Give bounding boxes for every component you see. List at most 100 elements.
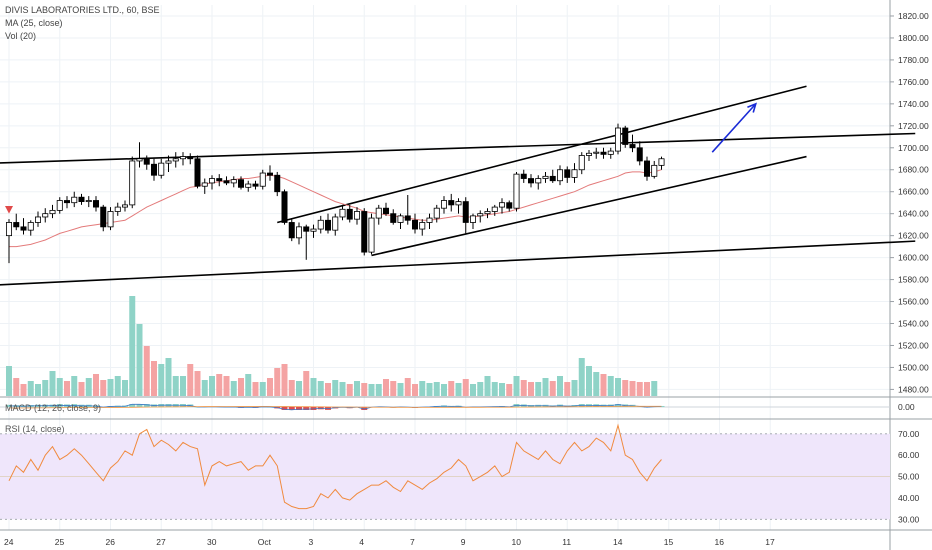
rsi-tick-label: 50.00	[898, 472, 920, 482]
volume-bar	[158, 364, 165, 396]
price-tick-label: 1560.00	[898, 297, 929, 307]
price-tick-label: 1700.00	[898, 143, 929, 153]
candle-body	[607, 150, 614, 155]
candle-body	[129, 160, 136, 206]
candle-body	[571, 169, 578, 178]
price-tick-label: 1680.00	[898, 165, 929, 175]
volume-bar	[622, 380, 629, 396]
volume-bar	[201, 380, 208, 396]
candle-body	[208, 178, 215, 184]
volume-bar	[238, 378, 244, 396]
candle-body	[520, 173, 527, 179]
volume-bar	[187, 364, 194, 396]
volume-bar	[528, 382, 534, 396]
volume-bar	[383, 379, 389, 396]
candle-body	[535, 178, 542, 184]
macd-histogram-bar	[296, 407, 302, 410]
volume-bar	[64, 381, 70, 396]
candle-body	[13, 222, 20, 228]
volume-bar	[477, 382, 484, 396]
candle-body	[49, 209, 56, 215]
candle-body	[506, 202, 513, 209]
price-tick-label: 1780.00	[898, 55, 929, 65]
volume-bar	[259, 382, 266, 396]
vol-legend: Vol (20)	[5, 31, 37, 41]
candle-body	[498, 202, 505, 208]
volume-bar	[346, 384, 353, 396]
candle-body	[484, 211, 491, 215]
time-tick-label: 7	[410, 537, 415, 547]
candle-body	[353, 211, 360, 220]
candle-body	[303, 226, 310, 232]
volume-bar	[71, 376, 78, 396]
volume-bar	[267, 378, 273, 396]
candle-body	[266, 172, 273, 176]
volume-bar	[375, 384, 382, 396]
volume-bar	[223, 376, 230, 396]
macd-histogram-bar	[361, 407, 368, 410]
candle-body	[201, 182, 208, 187]
volume-bar	[78, 382, 85, 396]
time-tick-label: 3	[309, 537, 314, 547]
candle-body	[368, 217, 375, 253]
volume-bar	[651, 381, 658, 396]
volume-bar	[491, 382, 498, 396]
volume-bar	[151, 361, 157, 396]
volume-bar	[513, 376, 520, 396]
candle-body	[578, 155, 585, 171]
price-tick-label: 1520.00	[898, 340, 929, 350]
macd-histogram-bar	[136, 404, 143, 407]
candle-body	[622, 127, 629, 145]
candle-body	[187, 156, 194, 160]
volume-bar	[354, 381, 360, 396]
candle-body	[216, 178, 223, 182]
volume-bar	[339, 382, 346, 396]
time-tick-label: 25	[55, 537, 65, 547]
price-tick-label: 1480.00	[898, 384, 929, 394]
time-tick-label: 15	[664, 537, 674, 547]
candle-body	[165, 160, 172, 164]
candle-body	[455, 201, 462, 206]
volume-bar	[419, 381, 426, 396]
candle-body	[382, 207, 389, 215]
price-tick-label: 1640.00	[898, 209, 929, 219]
volume-bar	[397, 383, 404, 396]
candle-body	[85, 200, 92, 202]
volume-bar	[100, 380, 107, 396]
volume-bar	[230, 381, 237, 396]
candle-body	[397, 215, 404, 223]
volume-bar	[390, 381, 397, 396]
volume-bar	[216, 374, 223, 396]
volume-bar	[274, 368, 281, 396]
time-tick-label: 26	[106, 537, 116, 547]
volume-bar	[412, 384, 418, 396]
candle-body	[259, 172, 266, 187]
price-tick-label: 1720.00	[898, 121, 929, 131]
projection-arrow	[711, 103, 757, 153]
candle-body	[56, 200, 63, 211]
candle-body	[223, 180, 230, 184]
volume-bar	[462, 379, 469, 396]
candle-body	[651, 164, 658, 177]
volume-bar	[361, 383, 368, 396]
rsi-line	[8, 423, 662, 510]
volume-bar	[506, 384, 513, 396]
volume-bar	[615, 378, 621, 396]
candle-body	[114, 206, 121, 212]
candle-body	[64, 200, 71, 204]
candle-body	[245, 183, 252, 188]
candle-body	[179, 156, 186, 160]
time-tick-label: 24	[4, 537, 14, 547]
candle-body	[78, 196, 85, 202]
price-tick-label: 1660.00	[898, 187, 929, 197]
rsi-tick-label: 60.00	[898, 450, 920, 460]
candle-body	[295, 226, 302, 239]
volume-bar	[448, 381, 455, 396]
time-tick-label: Oct	[258, 537, 272, 547]
volume-bar	[484, 376, 491, 396]
volume-bar	[122, 380, 128, 396]
candle-body	[361, 211, 368, 253]
candle-body	[158, 162, 165, 176]
volume-bar	[209, 376, 215, 396]
